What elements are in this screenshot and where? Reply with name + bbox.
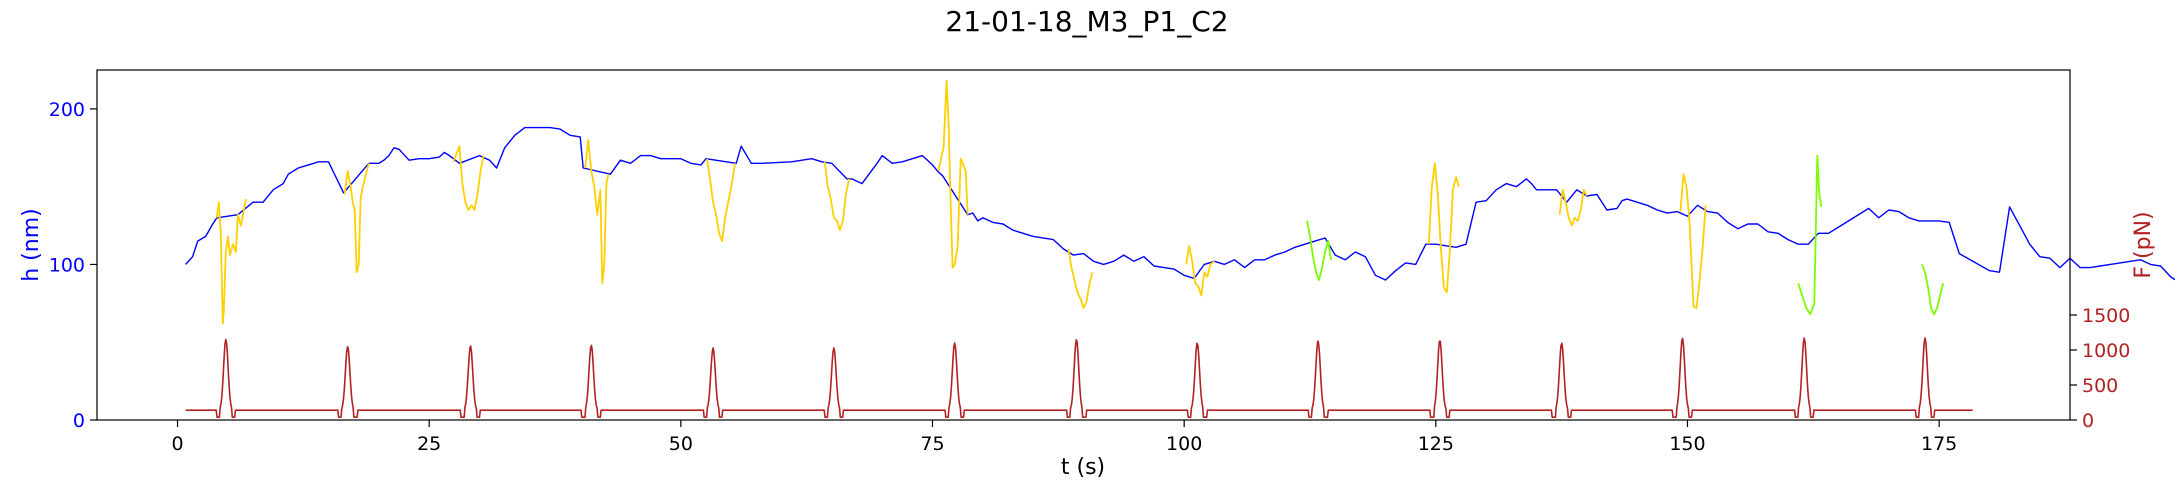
x-tick-label: 0 xyxy=(171,433,183,455)
right-axis-ticks: 0 500 1000 1500 xyxy=(2070,305,2130,432)
pulse-segment-1-9 xyxy=(1427,162,1460,294)
pulse-segment-1-11 xyxy=(1679,173,1707,309)
right-tick-label: 1000 xyxy=(2082,340,2130,362)
pulse-segment-1-10 xyxy=(1558,188,1588,227)
x-tick-label: 100 xyxy=(1166,433,1202,455)
x-axis-label: t (s) xyxy=(1061,455,1105,480)
pulse-segment-1-6 xyxy=(937,80,969,269)
force-series xyxy=(185,337,1973,419)
x-tick-label: 25 xyxy=(417,433,441,455)
x-tick-label: 150 xyxy=(1669,433,1705,455)
height-trace-line xyxy=(185,126,2175,281)
pulse-segment-2-0 xyxy=(1306,220,1332,281)
force-trace-line xyxy=(185,337,1973,419)
x-tick-label: 175 xyxy=(1921,433,1957,455)
pulse-segment-2-2 xyxy=(1921,264,1945,316)
pulse-segment-1-1 xyxy=(343,163,370,274)
left-tick-label: 0 xyxy=(73,410,85,432)
right-tick-label: 500 xyxy=(2082,375,2118,397)
pulse-segment-1-2 xyxy=(452,145,485,211)
left-tick-label: 100 xyxy=(49,254,85,276)
x-tick-label: 125 xyxy=(1418,433,1454,455)
right-tick-label: 1500 xyxy=(2082,305,2130,327)
right-tick-label: 0 xyxy=(2082,410,2094,432)
pulse-segment-1-0 xyxy=(215,198,247,325)
height-series xyxy=(185,80,2175,325)
pulse-segment-1-8 xyxy=(1185,244,1215,297)
right-axis-label: F (pN) xyxy=(2131,211,2156,278)
left-tick-label: 200 xyxy=(49,99,85,121)
left-axis-label: h (nm) xyxy=(19,208,44,281)
left-axis-ticks: 0 100 200 xyxy=(49,99,97,432)
x-axis-ticks: 0 25 50 75 100 125 150 175 xyxy=(171,420,1957,455)
pulse-segment-1-5 xyxy=(823,161,850,232)
x-tick-label: 50 xyxy=(669,433,693,455)
pulse-segment-1-4 xyxy=(706,158,737,243)
x-tick-label: 75 xyxy=(920,433,944,455)
plot-frame xyxy=(96,69,2071,421)
pulse-segment-2-1 xyxy=(1797,154,1823,316)
pulse-segment-1-3 xyxy=(584,139,610,285)
chart-title: 21-01-18_M3_P1_C2 xyxy=(945,5,1228,38)
pulse-segment-1-7 xyxy=(1067,248,1094,309)
